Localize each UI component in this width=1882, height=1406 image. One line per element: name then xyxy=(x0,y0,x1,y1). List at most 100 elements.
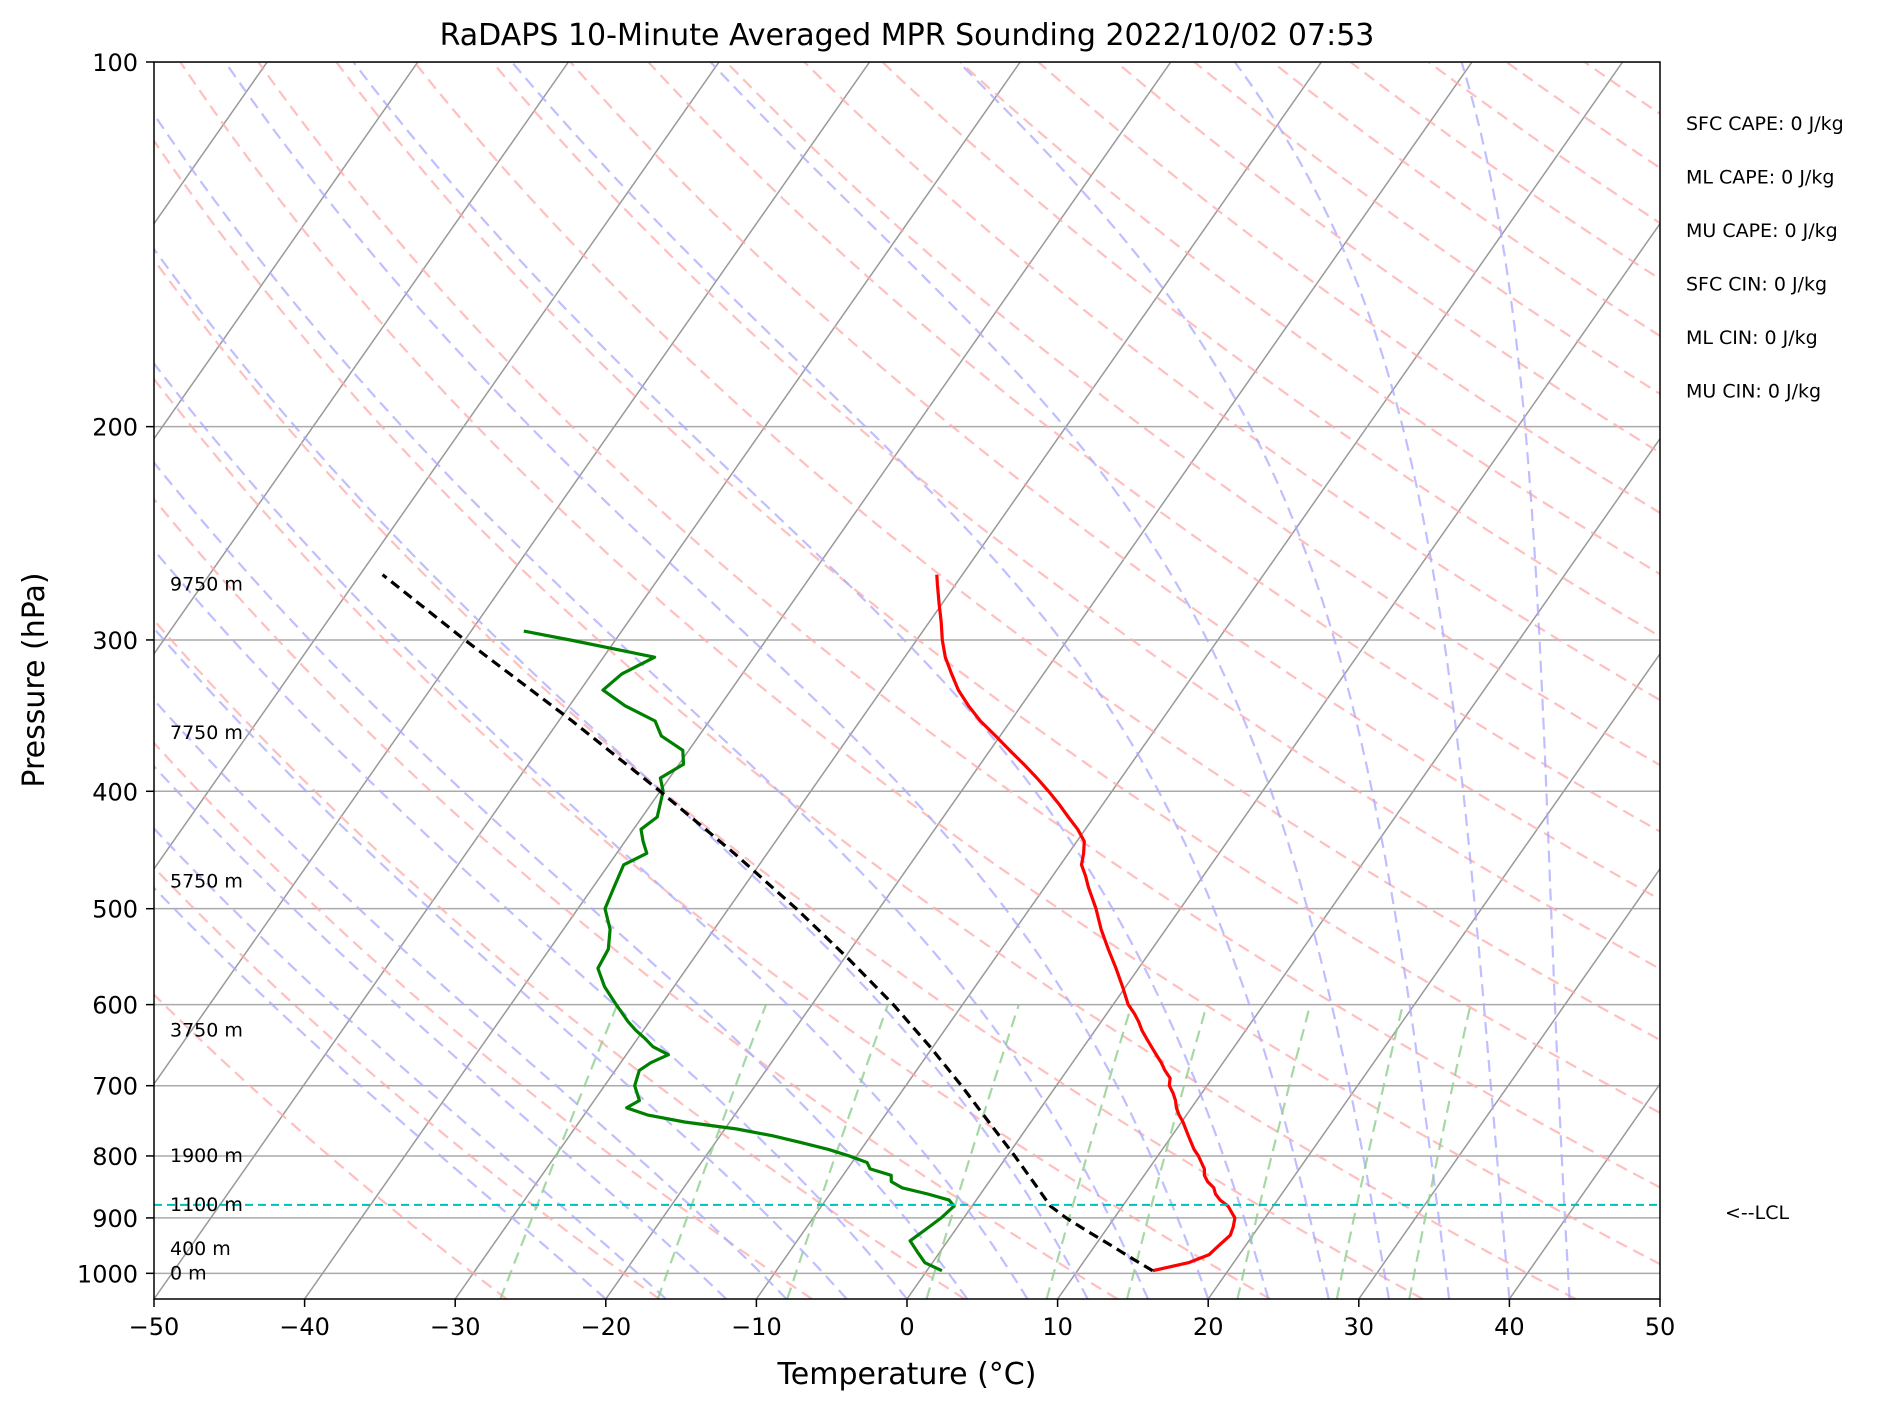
height-label: 3750 m xyxy=(170,1019,243,1041)
y-tick-label: 600 xyxy=(92,992,138,1020)
x-tick-label: −50 xyxy=(129,1313,180,1341)
dry-adiabat-line xyxy=(1505,62,1660,170)
dry-adiabat-line xyxy=(647,62,1660,833)
isotherm-line xyxy=(154,62,720,871)
isotherm-line xyxy=(1508,1082,1660,1299)
axes: −50 −40 −30 −20 −10 0 10 20 30 40 50 100 200 300 400 50… xyxy=(77,49,1675,1341)
isotherm-line xyxy=(154,62,419,441)
x-tick-label: −40 xyxy=(279,1313,330,1341)
y-tick-label: 200 xyxy=(92,414,138,442)
temperature-line xyxy=(935,574,1237,1273)
dry-adiabat-line xyxy=(154,377,1271,1299)
height-label: 400 m xyxy=(170,1238,231,1260)
isotherm-line xyxy=(454,62,1323,1299)
x-tick-label: 50 xyxy=(1645,1313,1676,1341)
moist-adiabat-line xyxy=(154,826,667,1299)
index-label: ML CIN: 0 J/kg xyxy=(1686,327,1818,349)
dry-adiabat-line xyxy=(154,258,1424,1299)
x-tick-label: 30 xyxy=(1344,1313,1375,1341)
moist-adiabat-line xyxy=(154,886,607,1299)
y-tick-label: 900 xyxy=(92,1205,138,1233)
moist-adiabat-line xyxy=(154,548,908,1299)
moist-adiabat-line xyxy=(154,112,1150,1299)
x-tick-label: −10 xyxy=(731,1313,782,1341)
dry-adiabat-line xyxy=(725,62,1660,767)
height-label: 1900 m xyxy=(170,1145,243,1167)
isotherm-line xyxy=(605,62,1473,1299)
moist-adiabat-line xyxy=(1460,62,1571,1299)
dry-adiabat-line xyxy=(1115,62,1660,455)
dry-adiabat-line xyxy=(1583,62,1660,116)
dry-adiabat-line xyxy=(154,866,660,1299)
moist-adiabat-line xyxy=(352,62,1270,1299)
dry-adiabat-line xyxy=(1193,62,1660,396)
dry-adiabat-line xyxy=(569,62,1660,901)
dry-adiabat-line xyxy=(1740,62,1882,1299)
index-label: MU CIN: 0 J/kg xyxy=(1686,381,1821,403)
index-label: MU CAPE: 0 J/kg xyxy=(1686,220,1838,242)
mixing-ratio-line xyxy=(786,1004,889,1299)
moist-adiabat-line xyxy=(154,361,1029,1299)
dry-adiabat-line xyxy=(154,993,508,1299)
height-label: 9750 m xyxy=(170,574,243,596)
dry-adiabat-line xyxy=(491,62,1660,971)
dry-adiabat-line xyxy=(154,497,1119,1299)
isotherm-line xyxy=(303,62,1172,1299)
isotherm-line xyxy=(755,62,1624,1299)
isotherm-line xyxy=(906,222,1660,1299)
isotherm-line xyxy=(154,62,1021,1299)
y-tick-label: 300 xyxy=(92,627,138,655)
x-tick-label: 10 xyxy=(1042,1313,1073,1341)
moist-adiabat-line xyxy=(154,460,969,1299)
y-tick-label: 700 xyxy=(92,1073,138,1101)
dry-adiabat-line xyxy=(413,62,1660,1042)
moist-adiabat-line xyxy=(1233,62,1511,1299)
dewpoint-line xyxy=(523,629,956,1273)
index-label: SFC CIN: 0 J/kg xyxy=(1686,274,1827,296)
isotherm-line xyxy=(1811,62,1882,1299)
isotherm-line xyxy=(1659,1297,1660,1299)
isotherm-line xyxy=(154,62,871,1086)
x-tick-label: 20 xyxy=(1193,1313,1224,1341)
dry-adiabat-line xyxy=(1271,62,1660,338)
moist-adiabat-line xyxy=(957,62,1451,1299)
height-label: 0 m xyxy=(170,1262,207,1284)
mixing-ratio-line xyxy=(1408,1004,1472,1299)
index-label: ML CAPE: 0 J/kg xyxy=(1686,167,1834,189)
x-tick-label: −30 xyxy=(430,1313,481,1341)
dry-adiabat-line xyxy=(257,62,1660,1189)
mixing-ratio-line xyxy=(656,1004,768,1299)
moist-adiabat-line xyxy=(154,626,848,1299)
parcel-line xyxy=(381,573,1154,1273)
mixing-ratio-line xyxy=(925,1004,1020,1299)
isotherm-line xyxy=(1056,437,1660,1299)
moist-adiabat-line xyxy=(709,62,1390,1299)
index-label: SFC CAPE: 0 J/kg xyxy=(1686,113,1844,135)
chart-title: RaDAPS 10-Minute Averaged MPR Sounding 2… xyxy=(440,18,1375,53)
dry-adiabat-line xyxy=(1662,62,1882,1299)
height-label: 1100 m xyxy=(170,1194,243,1216)
x-axis-label: Temperature (°C) xyxy=(777,1357,1037,1392)
dry-adiabat-line xyxy=(179,62,1660,1266)
dry-adiabat-line xyxy=(1427,62,1660,225)
y-tick-label: 400 xyxy=(92,778,138,806)
isotherm-line xyxy=(154,62,570,656)
y-tick-label: 100 xyxy=(92,49,138,77)
x-tick-label: 0 xyxy=(899,1313,914,1341)
plot-frame xyxy=(153,61,1661,1300)
dry-adiabat-line xyxy=(154,741,813,1299)
isotherm-line xyxy=(1358,867,1660,1299)
isotherm-line xyxy=(1207,652,1660,1299)
profiles xyxy=(154,573,1660,1273)
y-tick-label: 1000 xyxy=(77,1260,138,1288)
lcl-label: <--LCL xyxy=(1725,1202,1789,1224)
height-label: 7750 m xyxy=(170,722,243,744)
y-axis-label: Pressure (hPa) xyxy=(17,572,52,787)
background-lines xyxy=(154,62,1882,1299)
dry-adiabat-line xyxy=(1349,62,1660,281)
mixing-ratio-line xyxy=(1045,1004,1133,1299)
moist-adiabat-line xyxy=(224,62,1210,1299)
dry-adiabat-line xyxy=(335,62,1660,1114)
